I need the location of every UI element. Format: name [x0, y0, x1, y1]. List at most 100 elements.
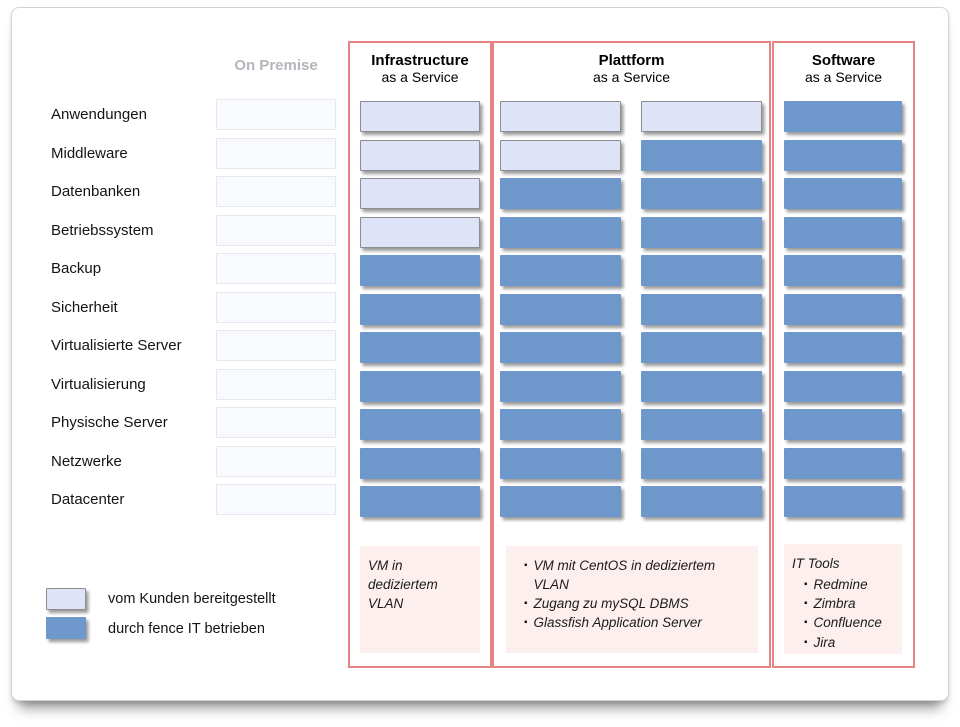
row-label: Anwendungen	[51, 106, 147, 123]
cell-fence	[784, 448, 902, 479]
stack-column	[784, 101, 902, 517]
cell-fence	[784, 409, 902, 440]
onprem-cell	[216, 215, 336, 246]
cell-customer	[500, 140, 621, 171]
cell-fence	[784, 101, 902, 132]
cell-fence	[641, 140, 762, 171]
cell-fence	[360, 332, 480, 363]
cell-fence	[500, 486, 621, 517]
onprem-cell	[216, 292, 336, 323]
row-label: Virtualisierte Server	[51, 337, 182, 354]
cell-fence	[641, 332, 762, 363]
cell-fence	[784, 178, 902, 209]
cell-fence	[641, 409, 762, 440]
note-paas: ▪ VM mit CentOS in dediziertem VLAN ▪ Zugan…	[506, 546, 758, 653]
cell-fence	[500, 294, 621, 325]
cell-fence	[784, 294, 902, 325]
note-item-text: Zugang zu mySQL DBMS	[533, 596, 689, 612]
onprem-cell	[216, 369, 336, 400]
group-iaas: Infrastructure as a Service VM in dedizi…	[348, 41, 492, 668]
cell-customer	[360, 217, 480, 248]
cell-fence	[641, 371, 762, 402]
group-subtitle: as a Service	[381, 69, 459, 85]
note-item: ▪ Jira	[804, 633, 896, 652]
note-item-text: Glassfish Application Server	[533, 615, 702, 631]
row-label: Backup	[51, 260, 102, 277]
onprem-cell	[216, 176, 336, 207]
group-iaas-header: Infrastructure as a Service	[350, 52, 490, 86]
cell-fence	[500, 255, 621, 286]
group-subtitle: as a Service	[592, 69, 671, 85]
cell-customer	[641, 101, 762, 132]
bullet-icon: ▪	[524, 560, 528, 571]
cell-fence	[784, 371, 902, 402]
row-label: Netzwerke	[51, 453, 122, 470]
cell-fence	[641, 294, 762, 325]
row-label: Datacenter	[51, 491, 125, 508]
onprem-cell	[216, 446, 336, 477]
row-label: Virtualisierung	[51, 376, 146, 393]
onprem-cell	[216, 99, 336, 130]
bullet-icon: ▪	[804, 598, 808, 610]
cell-customer	[360, 178, 480, 209]
cell-fence	[500, 332, 621, 363]
cell-fence	[360, 294, 480, 325]
cell-customer	[360, 101, 480, 132]
group-subtitle: as a Service	[804, 69, 883, 85]
group-paas: Plattform as a Service ▪ VM mit CentOS in…	[492, 41, 771, 668]
cell-fence	[641, 486, 762, 517]
note-item-text: VM mit CentOS in dediziertem VLAN	[533, 558, 716, 593]
cell-fence	[784, 332, 902, 363]
group-saas-header: Software as a Service	[774, 52, 913, 86]
legend-label-customer: vom Kunden bereitgestellt	[108, 591, 276, 607]
legend-swatch-fence	[46, 617, 86, 639]
cell-fence	[500, 217, 621, 248]
stack-column	[360, 101, 480, 517]
cell-fence	[641, 255, 762, 286]
note-title: IT Tools	[792, 556, 840, 571]
onprem-cell	[216, 138, 336, 169]
note-list: ▪ Redmine ▪ Zimbra ▪ Confluence ▪ Jira	[792, 575, 896, 652]
onprem-cell	[216, 407, 336, 438]
cell-fence	[360, 255, 480, 286]
note-item: ▪ Glassfish Application Server	[524, 613, 752, 632]
cell-customer	[500, 101, 621, 132]
note-text: VM in dediziertem VLAN	[368, 558, 438, 612]
note-item: ▪ VM mit CentOS in dediziertem VLAN	[524, 556, 752, 594]
note-item-text: Jira	[813, 634, 836, 650]
row-labels: Anwendungen Middleware Datenbanken Betriebs…	[51, 99, 211, 519]
note-item-text: Confluence	[813, 615, 882, 631]
cell-fence	[360, 371, 480, 402]
row-label: Datenbanken	[51, 183, 141, 200]
cell-fence	[784, 255, 902, 286]
note-item: ▪ Confluence	[804, 613, 896, 632]
legend-swatch-customer	[46, 588, 86, 610]
stack-column	[500, 101, 621, 517]
bullet-icon: ▪	[524, 598, 528, 610]
cell-fence	[360, 448, 480, 479]
stack-column	[641, 101, 762, 517]
note-iaas: VM in dediziertem VLAN	[360, 546, 480, 653]
bullet-icon: ▪	[804, 636, 808, 648]
cell-customer	[360, 140, 480, 171]
on-premise-header: On Premise	[234, 57, 318, 74]
cell-fence	[641, 178, 762, 209]
note-item-text: Zimbra	[813, 596, 856, 612]
bullet-icon: ▪	[524, 617, 528, 629]
cell-fence	[500, 409, 621, 440]
cell-fence	[784, 217, 902, 248]
note-item: ▪ Zimbra	[804, 594, 896, 613]
onprem-cell	[216, 484, 336, 515]
note-saas: IT Tools ▪ Redmine ▪ Zimbra ▪ Confluence ▪ Jira	[784, 544, 902, 654]
note-item-text: Redmine	[813, 577, 868, 593]
cell-fence	[641, 217, 762, 248]
onprem-cell	[216, 330, 336, 361]
cell-fence	[784, 486, 902, 517]
group-title: Software	[811, 52, 876, 69]
slide-card: On Premise Anwendungen Middleware Datenban…	[11, 7, 949, 701]
row-label: Middleware	[51, 145, 128, 162]
cell-fence	[500, 371, 621, 402]
cell-fence	[360, 486, 480, 517]
onprem-cell	[216, 253, 336, 284]
cell-fence	[500, 448, 621, 479]
